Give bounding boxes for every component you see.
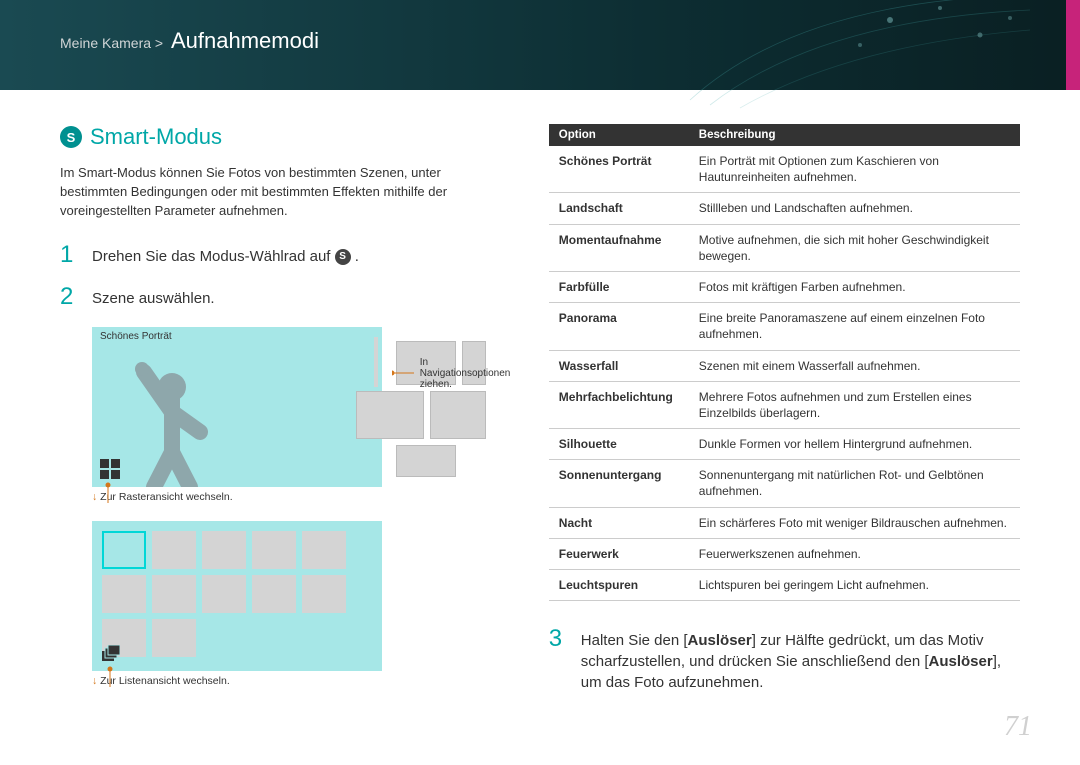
option-name: Schönes Porträt <box>549 146 689 193</box>
option-name: Feuerwerk <box>549 538 689 569</box>
option-desc: Motive aufnehmen, die sich mit hoher Ges… <box>689 224 1020 271</box>
down-arrow-icon: ↓ <box>92 491 97 503</box>
callout-line <box>106 485 110 505</box>
table-row: FeuerwerkFeuerwerkszenen aufnehmen. <box>549 538 1020 569</box>
option-name: Silhouette <box>549 429 689 460</box>
page-number: 71 <box>1004 711 1032 743</box>
table-row: MomentaufnahmeMotive aufnehmen, die sich… <box>549 224 1020 271</box>
smart-mode-icon: S <box>60 126 82 148</box>
step-3: 3 Halten Sie den [Auslöser] zur Hälfte g… <box>549 627 1020 693</box>
option-name: Sonnenuntergang <box>549 460 689 507</box>
option-desc: Eine breite Panoramaszene auf einem einz… <box>689 303 1020 350</box>
step-number: 2 <box>60 285 78 309</box>
table-header-option: Option <box>549 124 689 146</box>
step-number: 1 <box>60 243 78 267</box>
table-row: SilhouetteDunkle Formen vor hellem Hinte… <box>549 429 1020 460</box>
option-desc: Sonnenuntergang mit natürlichen Rot- und… <box>689 460 1020 507</box>
step-3-text: Halten Sie den [Auslöser] zur Hälfte ged… <box>581 627 1020 693</box>
table-row: NachtEin schärferes Foto mit weniger Bil… <box>549 507 1020 538</box>
grid-caption: ↓ Zur Rasteransicht wechseln. <box>92 491 509 503</box>
page-header: Meine Kamera > Aufnahmemodi <box>0 0 1080 90</box>
option-desc: Lichtspuren bei geringem Licht aufnehmen… <box>689 570 1020 601</box>
grid-view-icon <box>100 459 120 479</box>
step-number: 3 <box>549 627 567 651</box>
option-name: Panorama <box>549 303 689 350</box>
table-row: MehrfachbelichtungMehrere Fotos aufnehme… <box>549 381 1020 428</box>
mode-dial-icon: S <box>335 249 351 265</box>
breadcrumb-prefix: Meine Kamera > <box>60 35 163 51</box>
option-desc: Fotos mit kräftigen Farben aufnehmen. <box>689 271 1020 302</box>
table-row: FarbfülleFotos mit kräftigen Farben aufn… <box>549 271 1020 302</box>
breadcrumb-title: Aufnahmemodi <box>171 28 319 53</box>
section-title: S Smart-Modus <box>60 124 509 150</box>
scene-preview-figure: Schönes Porträt <box>92 327 382 487</box>
scene-label: Schönes Porträt <box>100 331 172 342</box>
intro-text: Im Smart-Modus können Sie Fotos von best… <box>60 164 509 221</box>
table-row: WasserfallSzenen mit einem Wasserfall au… <box>549 350 1020 381</box>
nav-callout: In Navigationsoptionen ziehen. <box>392 357 519 390</box>
grid-view-figure <box>92 521 382 671</box>
list-caption: ↓ Zur Listenansicht wechseln. <box>92 675 509 687</box>
option-name: Momentaufnahme <box>549 224 689 271</box>
option-name: Farbfülle <box>549 271 689 302</box>
step-1: 1 Drehen Sie das Modus-Wählrad auf S . <box>60 243 509 267</box>
option-desc: Ein Porträt mit Optionen zum Kaschieren … <box>689 146 1020 193</box>
option-name: Leuchtspuren <box>549 570 689 601</box>
option-desc: Szenen mit einem Wasserfall aufnehmen. <box>689 350 1020 381</box>
table-row: PanoramaEine breite Panoramaszene auf ei… <box>549 303 1020 350</box>
option-name: Wasserfall <box>549 350 689 381</box>
option-name: Mehrfachbelichtung <box>549 381 689 428</box>
option-desc: Ein schärferes Foto mit weniger Bildraus… <box>689 507 1020 538</box>
option-desc: Stillleben und Landschaften aufnehmen. <box>689 193 1020 224</box>
section-tab <box>1066 0 1080 90</box>
right-column: Option Beschreibung Schönes PorträtEin P… <box>549 124 1020 711</box>
options-table: Option Beschreibung Schönes PorträtEin P… <box>549 124 1020 601</box>
table-header-desc: Beschreibung <box>689 124 1020 146</box>
option-desc: Dunkle Formen vor hellem Hintergrund auf… <box>689 429 1020 460</box>
header-decoration <box>680 0 1040 110</box>
step-1-text: Drehen Sie das Modus-Wählrad auf S . <box>92 243 359 267</box>
option-desc: Mehrere Fotos aufnehmen und zum Erstelle… <box>689 381 1020 428</box>
table-row: SonnenuntergangSonnenuntergang mit natür… <box>549 460 1020 507</box>
left-column: S Smart-Modus Im Smart-Modus können Sie … <box>60 124 509 711</box>
thumbnail-grid <box>102 531 372 657</box>
table-row: LeuchtspurenLichtspuren bei geringem Lic… <box>549 570 1020 601</box>
list-view-icon <box>102 645 120 663</box>
option-name: Nacht <box>549 507 689 538</box>
option-desc: Feuerwerkszenen aufnehmen. <box>689 538 1020 569</box>
callout-line <box>108 669 112 689</box>
step-2: 2 Szene auswählen. <box>60 285 509 309</box>
down-arrow-icon: ↓ <box>92 675 97 687</box>
nav-handle-icon <box>374 337 378 387</box>
option-name: Landschaft <box>549 193 689 224</box>
table-row: LandschaftStillleben und Landschaften au… <box>549 193 1020 224</box>
person-silhouette-icon <box>122 357 212 487</box>
step-2-text: Szene auswählen. <box>92 285 215 309</box>
table-row: Schönes PorträtEin Porträt mit Optionen … <box>549 146 1020 193</box>
section-title-text: Smart-Modus <box>90 124 222 150</box>
